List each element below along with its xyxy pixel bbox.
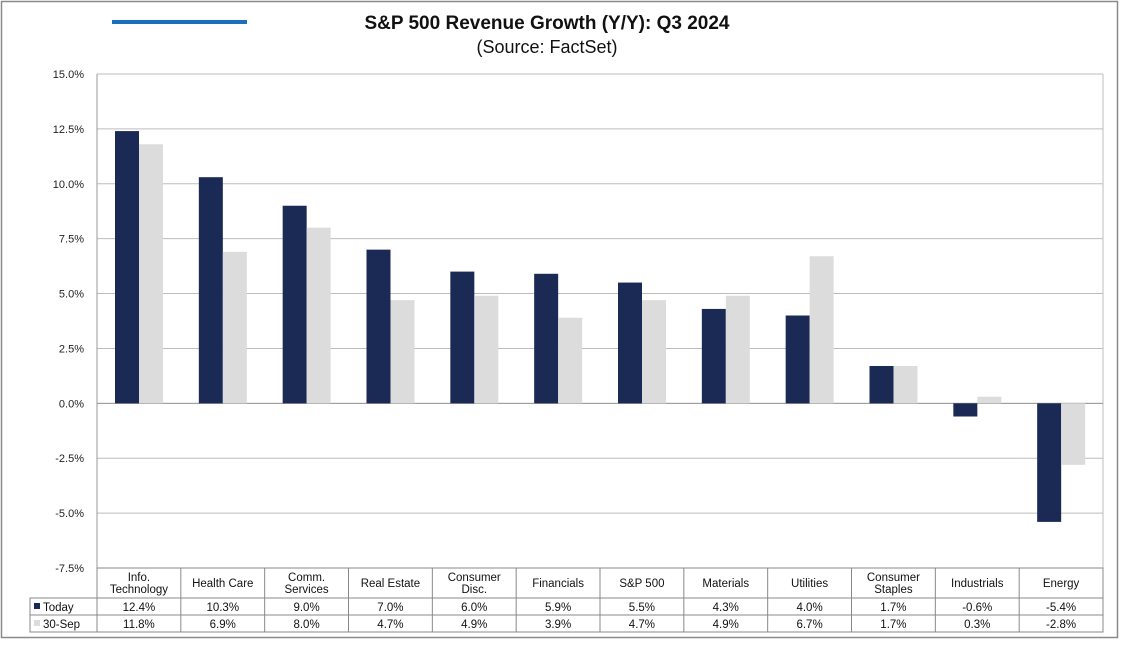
category-label: Info. Technology [110,572,168,596]
table-value: 1.7% [880,602,906,614]
table-value: -0.6% [962,602,992,614]
bar-30-sep [893,366,918,404]
bar-30-sep [558,317,583,404]
table-value: 6.7% [796,619,822,631]
bar-today [366,249,391,404]
bar-30-sep [642,300,666,404]
table-value: 12.4% [123,602,156,614]
bar-today [953,403,978,417]
bar-today [1037,403,1062,522]
category-label: Materials [702,578,749,590]
table-value: 11.8% [123,619,155,631]
table-value: 5.9% [545,602,571,614]
y-tick-label: -5.0% [55,508,84,520]
category-label: Energy [1043,578,1080,590]
table-value: 1.7% [880,619,906,631]
table-value: 3.9% [545,619,571,631]
category-label: Industrials [951,578,1004,590]
table-value: 0.3% [964,619,990,631]
category-label: Consumer Disc. [448,572,501,596]
y-tick-label: 15.0% [53,69,84,81]
category-label: Financials [532,578,584,590]
category-label: Consumer Staples [867,572,920,596]
bar-today [450,271,475,404]
category-label: S&P 500 [619,578,664,590]
table-value: 10.3% [206,602,239,614]
table-value: 6.9% [210,619,236,631]
table-value: 4.7% [377,619,403,631]
y-tick-label: 10.0% [53,179,84,191]
bar-today [534,273,559,404]
bar-30-sep [474,295,499,404]
y-tick-label: 0.0% [59,398,84,410]
y-tick-label: 12.5% [53,124,84,136]
table-value: 4.0% [796,602,822,614]
category-label: Real Estate [361,578,420,590]
legend-swatch [34,603,40,609]
bar-today [282,205,307,404]
table-value: 4.3% [713,602,739,614]
legend-label: 30-Sep [43,619,80,631]
table-value: 8.0% [293,619,319,631]
bar-30-sep [306,227,331,404]
bar-30-sep [390,300,415,404]
legend-label: Today [43,602,74,614]
bar-today [869,366,894,404]
bar-30-sep [1061,403,1086,465]
y-tick-label: 5.0% [59,289,84,301]
bar-today [198,177,223,404]
table-value: 9.0% [293,602,319,614]
category-label: Comm. Services [285,572,329,596]
chart-subtitle: (Source: FactSet) [476,37,617,57]
y-tick-label: 2.5% [59,343,84,355]
category-label: Health Care [192,578,253,590]
chart-title: S&P 500 Revenue Growth (Y/Y): Q3 2024 [364,13,729,34]
table-value: 4.9% [713,619,739,631]
bar-30-sep [725,295,750,404]
bar-today [618,282,642,404]
table-value: 6.0% [461,602,487,614]
table-value: 5.5% [629,602,655,614]
bar-30-sep [139,144,163,404]
legend-swatch [34,620,40,626]
table-value: -5.4% [1046,602,1076,614]
category-label: Utilities [791,578,828,590]
y-tick-label: 7.5% [59,234,84,246]
y-tick-label: -7.5% [55,563,84,575]
bar-today [785,315,810,404]
table-value: 4.7% [629,619,655,631]
bar-today [701,308,726,404]
bar-30-sep [977,396,1002,404]
bar-30-sep [809,256,834,404]
table-value: -2.8% [1046,619,1076,631]
bar-30-sep [222,251,247,404]
bar-today [115,131,139,404]
table-value: 4.9% [461,619,487,631]
y-tick-label: -2.5% [55,453,84,465]
table-value: 7.0% [377,602,403,614]
